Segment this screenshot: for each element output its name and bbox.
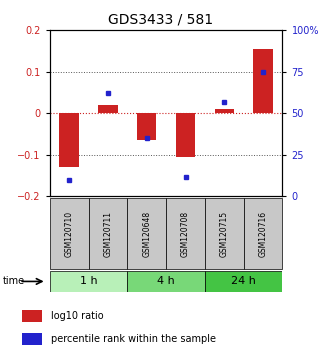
Bar — [253, 49, 273, 113]
Bar — [205, 271, 282, 292]
Text: time: time — [3, 276, 25, 286]
Text: log10 ratio: log10 ratio — [51, 311, 104, 321]
Bar — [137, 113, 156, 140]
Text: GSM120710: GSM120710 — [65, 211, 74, 257]
Bar — [166, 198, 205, 269]
Text: 1 h: 1 h — [80, 276, 97, 286]
Text: GSM120708: GSM120708 — [181, 211, 190, 257]
Text: GSM120711: GSM120711 — [103, 211, 112, 257]
Bar — [244, 198, 282, 269]
Text: percentile rank within the sample: percentile rank within the sample — [51, 334, 216, 344]
Bar — [98, 105, 117, 113]
Bar — [176, 113, 195, 157]
Text: GDS3433 / 581: GDS3433 / 581 — [108, 12, 213, 27]
Text: 4 h: 4 h — [157, 276, 175, 286]
Bar — [127, 271, 205, 292]
Text: 24 h: 24 h — [231, 276, 256, 286]
Text: GSM120648: GSM120648 — [142, 211, 151, 257]
Bar — [59, 113, 79, 167]
Bar — [50, 198, 89, 269]
Bar — [22, 310, 42, 322]
Bar — [50, 271, 127, 292]
Bar — [127, 198, 166, 269]
Text: GSM120715: GSM120715 — [220, 211, 229, 257]
Bar — [22, 333, 42, 345]
Text: GSM120716: GSM120716 — [259, 211, 268, 257]
Bar — [89, 198, 127, 269]
Bar — [215, 109, 234, 113]
Bar — [205, 198, 244, 269]
